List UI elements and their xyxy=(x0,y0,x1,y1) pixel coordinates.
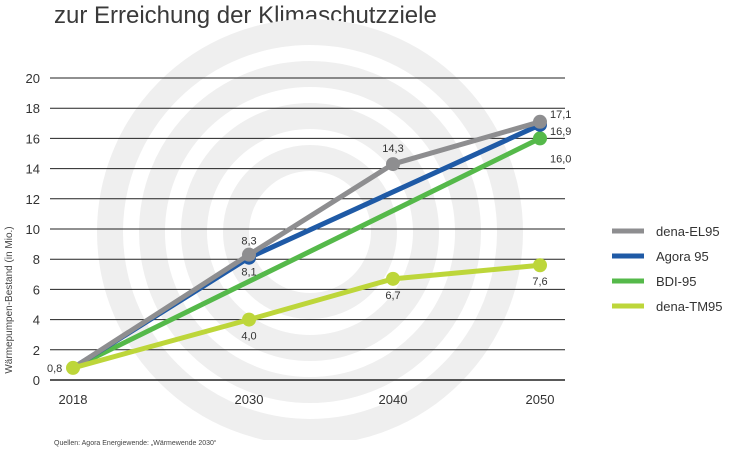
watermark-ring xyxy=(139,61,481,403)
data-labels: 8,3 14,3 17,1 8,1 16,9 16,0 0,8 4,0 6,7 7,6 xyxy=(47,109,571,375)
point-dena-tm95 xyxy=(533,258,547,273)
y-tick-label: 6 xyxy=(33,282,40,297)
point-dena-el95 xyxy=(242,247,256,262)
y-axis-ticks: 0 2 4 6 8 10 12 14 16 18 20 xyxy=(26,71,40,388)
legend-label: BDI-95 xyxy=(656,274,696,289)
legend-label: Agora 95 xyxy=(656,249,709,264)
legend-label: dena-EL95 xyxy=(656,224,720,239)
data-label: 7,6 xyxy=(532,276,547,288)
y-tick-label: 10 xyxy=(26,222,40,237)
legend-label: dena-TM95 xyxy=(656,299,722,314)
point-dena-el95 xyxy=(533,114,547,129)
line-chart: 0 2 4 6 8 10 12 14 16 18 20 Wärmepumpen-Bestand (i… xyxy=(4,19,722,440)
y-tick-label: 8 xyxy=(33,252,40,267)
data-label: 16,9 xyxy=(550,126,571,138)
series-line-dena-tm95 xyxy=(72,262,541,371)
watermark-ring xyxy=(97,19,523,440)
series-line-bdi-95 xyxy=(71,136,542,371)
y-tick-label: 16 xyxy=(26,131,40,146)
chart-legend: dena-EL95 Agora 95 BDI-95 dena-TM95 xyxy=(612,224,722,314)
y-axis-label: Wärmepumpen-Bestand (in Mio.) xyxy=(4,226,15,373)
chart-series xyxy=(66,114,547,375)
y-tick-label: 2 xyxy=(33,343,40,358)
data-label: 17,1 xyxy=(550,109,571,121)
x-axis-ticks: 2018 2030 2040 2050 xyxy=(59,392,555,407)
x-tick-label: 2018 xyxy=(59,392,88,407)
point-dena-tm95 xyxy=(242,312,256,327)
data-label: 8,1 xyxy=(241,267,256,279)
data-label: 16,0 xyxy=(550,153,571,165)
data-label: 0,8 xyxy=(47,363,62,375)
spiral-watermark xyxy=(97,19,523,440)
data-label: 14,3 xyxy=(382,143,403,155)
x-tick-label: 2030 xyxy=(235,392,264,407)
data-label: 6,7 xyxy=(385,290,400,302)
y-tick-label: 18 xyxy=(26,101,40,116)
point-dena-el95 xyxy=(386,157,400,172)
chart-title: zur Erreichung der Klimaschutzziele xyxy=(54,2,437,29)
point-dena-tm95 xyxy=(386,271,400,286)
source-note: Quellen: Agora Energiewende: „Wärmewende… xyxy=(54,440,217,447)
x-tick-label: 2040 xyxy=(379,392,408,407)
series-line-dena-el95 xyxy=(71,119,541,371)
x-tick-label: 2050 xyxy=(526,392,555,407)
data-label: 8,3 xyxy=(241,236,256,248)
y-tick-label: 0 xyxy=(33,373,40,388)
watermark-ring xyxy=(181,103,439,361)
y-tick-label: 12 xyxy=(26,192,40,207)
point-bdi-95 xyxy=(533,131,547,146)
data-label: 4,0 xyxy=(241,331,256,343)
watermark-ring xyxy=(223,145,397,319)
y-tick-label: 4 xyxy=(33,313,40,328)
point-dena-tm95 xyxy=(66,360,80,375)
y-tick-label: 20 xyxy=(26,71,40,86)
y-tick-label: 14 xyxy=(26,162,40,177)
